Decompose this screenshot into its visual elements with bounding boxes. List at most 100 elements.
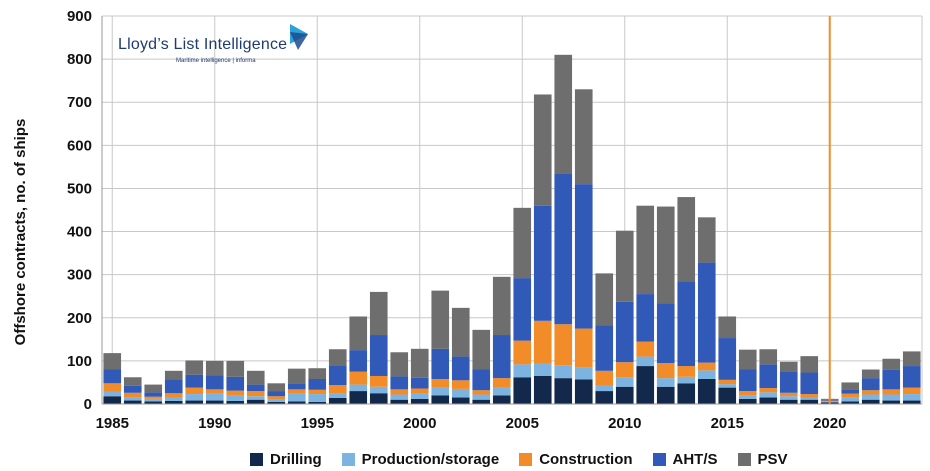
bar-drilling-1997 [349,391,368,404]
y-tick-label: 800 [67,51,92,68]
bar-aht-s-2013 [677,281,696,367]
bar-drilling-1996 [328,397,347,404]
bar-psv-2000 [410,348,429,378]
bar-psv-2009 [595,273,614,326]
bar-aht-s-2017 [759,364,778,389]
bar-psv-2014 [697,217,716,263]
bar-aht-s-1996 [328,365,347,386]
bar-construction-2023 [882,389,901,395]
legend-swatch [341,452,355,466]
y-tick-label: 700 [67,94,92,111]
bar-drilling-2022 [861,399,880,404]
bar-drilling-2006 [533,375,552,404]
bar-production-storage-1991 [226,395,245,401]
bar-aht-s-2008 [574,184,593,329]
bar-drilling-1999 [390,399,409,404]
legend-swatch [250,452,263,466]
bar-construction-2013 [677,366,696,377]
bar-aht-s-2009 [595,325,614,371]
x-tick-label: 2005 [506,415,539,432]
bar-production-storage-2011 [636,356,655,367]
bar-production-storage-1989 [185,394,204,401]
bar-aht-s-1991 [226,376,245,391]
bar-aht-s-1997 [349,350,368,372]
bar-drilling-2007 [554,378,573,404]
bar-construction-1991 [226,390,245,396]
y-tick-label: 200 [67,310,92,327]
bar-psv-2010 [615,230,634,302]
bar-drilling-1990 [205,400,224,404]
x-tick-label: 2020 [813,415,846,432]
bar-construction-1994 [287,389,306,394]
bar-drilling-1995 [308,401,327,404]
bar-psv-1997 [349,316,368,351]
bar-drilling-2016 [738,398,757,404]
bar-construction-2015 [718,379,737,385]
legend-item-aht-s: AHT/S [652,451,718,468]
bar-aht-s-2021 [841,389,860,394]
bar-production-storage-2003 [472,394,491,400]
bar-aht-s-2001 [431,348,450,379]
bar-production-storage-1993 [267,399,286,402]
bar-construction-2021 [841,393,860,398]
x-tick-label: 2015 [711,415,744,432]
bar-psv-1986 [123,377,142,386]
bar-construction-1986 [123,392,142,398]
bar-production-storage-2018 [779,396,798,400]
logo-mark-icon [290,24,308,50]
bar-aht-s-1989 [185,374,204,388]
bar-aht-s-2019 [800,372,819,395]
bar-construction-2011 [636,341,655,357]
bar-construction-2012 [656,363,675,379]
bar-production-storage-2012 [656,378,675,387]
bar-psv-2017 [759,349,778,365]
bar-psv-1991 [226,360,245,377]
bar-drilling-2002 [451,397,470,404]
bar-psv-2024 [902,351,921,367]
bar-psv-2018 [779,361,798,372]
bar-construction-2007 [554,324,573,366]
bar-drilling-2023 [882,400,901,404]
bar-production-storage-1986 [123,397,142,401]
bar-drilling-1994 [287,401,306,404]
x-tick-label: 2000 [403,415,436,432]
bar-psv-2006 [533,94,552,206]
bar-construction-2003 [472,390,491,395]
bar-production-storage-1995 [308,394,327,402]
bar-psv-2004 [492,276,511,336]
bar-aht-s-1990 [205,375,224,390]
bar-construction-1987 [144,396,163,399]
bar-drilling-1988 [164,400,183,404]
x-tick-label: 1985 [96,415,129,432]
bar-drilling-2004 [492,395,511,404]
bar-construction-2016 [738,391,757,396]
bar-aht-s-2003 [472,369,491,391]
y-tick-label: 900 [67,8,92,25]
y-tick-label: 600 [67,137,92,154]
bar-production-storage-2021 [841,397,860,402]
bar-drilling-2019 [800,399,819,404]
legend-item-psv: PSV [737,450,788,468]
bar-production-storage-2013 [677,376,696,384]
bar-construction-2006 [533,320,552,364]
bar-production-storage-1988 [164,397,183,401]
bar-psv-1987 [144,384,163,393]
x-tick-label: 1995 [301,415,334,432]
bar-production-storage-2002 [451,388,470,398]
legend-label: PSV [757,450,788,468]
logo-title: Lloyd’s List Intelligence [118,36,288,53]
bar-psv-2005 [513,207,532,279]
bar-production-storage-1999 [390,394,409,400]
bar-drilling-2013 [677,383,696,404]
bar-aht-s-2006 [533,205,552,321]
bar-aht-s-2004 [492,335,511,379]
y-axis-label: Offshore contracts, no. of ships [12,119,29,346]
bar-aht-s-1999 [390,376,409,390]
bar-construction-2010 [615,362,634,378]
x-tick-label: 1990 [198,415,231,432]
bar-psv-2007 [554,54,573,174]
bar-construction-2001 [431,378,450,388]
legend-swatch [737,452,751,466]
bar-psv-1994 [287,368,306,384]
bar-construction-1990 [205,389,224,394]
